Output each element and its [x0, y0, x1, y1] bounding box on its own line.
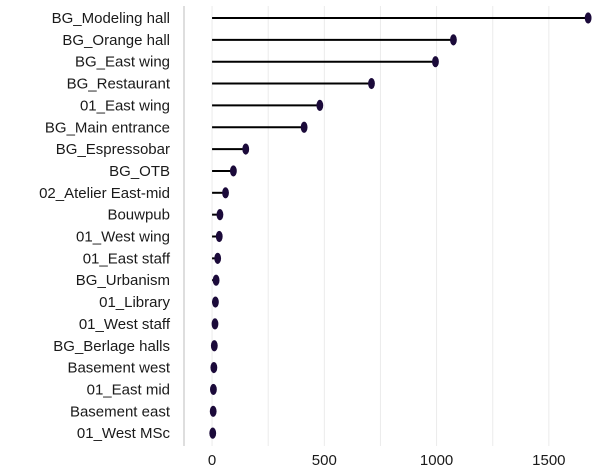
lollipop-point	[450, 34, 457, 46]
x-tick-label: 500	[312, 452, 337, 466]
lollipop-point	[316, 99, 324, 111]
category-label: 01_West MSc	[77, 425, 171, 442]
category-label: 01_Library	[99, 294, 170, 311]
lollipop-point	[432, 56, 439, 68]
x-tick-labels: 0 500 1000 1500	[208, 452, 566, 466]
x-tick-label: 0	[208, 452, 216, 466]
category-label: BG_Orange hall	[62, 32, 170, 49]
lollipop-point	[210, 340, 218, 352]
lollipop-point	[242, 143, 250, 155]
lollipop-point	[209, 405, 217, 417]
x-tick-label: 1500	[532, 452, 565, 466]
lollipop-point	[209, 427, 217, 439]
lollipop-point	[210, 383, 217, 396]
category-label: 01_East wing	[80, 97, 170, 114]
lollipop-point	[300, 121, 308, 133]
category-label: Basement west	[67, 360, 170, 377]
category-label: Basement east	[70, 403, 171, 420]
category-label: BG_East wing	[75, 54, 170, 71]
category-label: BG_Espressobar	[56, 141, 170, 158]
category-label: BG_Restaurant	[67, 76, 171, 93]
dot-layer	[209, 12, 592, 439]
grid-layer	[211, 6, 550, 446]
category-label: Bouwpub	[107, 207, 170, 224]
category-label: BG_Berlage halls	[53, 338, 170, 355]
lollipop-point	[210, 362, 218, 374]
category-labels: BG_Modeling hall BG_Orange hall BG_East wi…	[39, 10, 171, 442]
lollipop-point	[584, 12, 592, 24]
category-label: BG_OTB	[109, 163, 170, 180]
x-tick-label: 1000	[420, 452, 453, 466]
lollipop-point	[212, 296, 219, 308]
lollipop-point	[222, 187, 229, 199]
lollipop-point	[215, 230, 223, 243]
category-label: 01_East mid	[87, 381, 170, 398]
lollipop-point	[216, 209, 224, 221]
category-label: BG_Main entrance	[45, 119, 170, 136]
category-label: 01_East staff	[83, 250, 171, 267]
category-label: 01_West staff	[79, 316, 171, 333]
category-label: BG_Modeling hall	[52, 10, 170, 27]
lollipop-point	[212, 274, 220, 286]
lollipop-point	[211, 318, 219, 330]
category-label: 02_Atelier East-mid	[39, 185, 170, 202]
lollipop-point	[368, 77, 375, 90]
lollipop-point	[229, 165, 237, 177]
category-label: BG_Urbanism	[76, 272, 170, 289]
lollipop-point	[214, 252, 222, 264]
category-label: 01_West wing	[76, 229, 170, 246]
